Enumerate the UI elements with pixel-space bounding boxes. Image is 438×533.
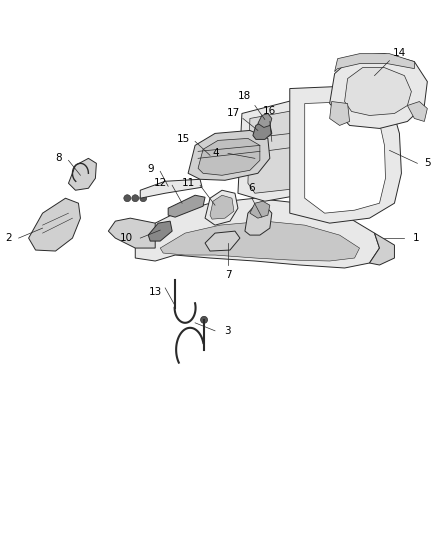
Polygon shape — [188, 131, 270, 180]
Circle shape — [352, 81, 357, 86]
Text: 3: 3 — [224, 326, 230, 336]
Polygon shape — [245, 205, 272, 235]
Circle shape — [321, 100, 325, 103]
Polygon shape — [140, 179, 202, 198]
Circle shape — [339, 100, 343, 103]
Polygon shape — [330, 101, 350, 125]
Circle shape — [201, 317, 208, 324]
Circle shape — [403, 84, 413, 94]
Circle shape — [259, 126, 267, 134]
Polygon shape — [290, 86, 401, 223]
Text: 13: 13 — [148, 287, 162, 297]
Polygon shape — [198, 139, 260, 175]
Circle shape — [309, 100, 313, 103]
Circle shape — [405, 86, 410, 91]
Polygon shape — [205, 231, 240, 251]
Polygon shape — [335, 54, 414, 71]
Text: 6: 6 — [249, 183, 255, 193]
Text: 11: 11 — [181, 178, 195, 188]
Circle shape — [332, 100, 337, 103]
Circle shape — [303, 100, 307, 103]
Polygon shape — [205, 190, 238, 225]
Text: 1: 1 — [413, 233, 420, 243]
Circle shape — [132, 195, 139, 201]
Text: 7: 7 — [225, 270, 231, 280]
Polygon shape — [250, 201, 270, 218]
Text: 4: 4 — [213, 148, 219, 158]
Polygon shape — [148, 221, 172, 241]
Text: 9: 9 — [147, 164, 154, 174]
Polygon shape — [258, 114, 272, 127]
Text: 2: 2 — [5, 233, 12, 243]
Text: 12: 12 — [154, 178, 167, 188]
Polygon shape — [370, 233, 395, 265]
Circle shape — [124, 195, 131, 201]
Circle shape — [379, 63, 389, 74]
Text: 5: 5 — [424, 158, 431, 168]
Text: 18: 18 — [238, 91, 251, 101]
Text: 8: 8 — [55, 154, 62, 163]
Polygon shape — [345, 68, 411, 116]
Circle shape — [345, 100, 349, 103]
Polygon shape — [253, 122, 272, 140]
Polygon shape — [238, 99, 318, 201]
Text: 15: 15 — [177, 134, 190, 144]
Polygon shape — [248, 109, 308, 193]
Text: 17: 17 — [226, 109, 240, 118]
Polygon shape — [28, 198, 81, 251]
Polygon shape — [407, 101, 427, 122]
Circle shape — [314, 100, 319, 103]
Circle shape — [350, 100, 355, 103]
Circle shape — [357, 100, 360, 103]
Polygon shape — [108, 218, 155, 248]
Polygon shape — [330, 54, 427, 128]
Polygon shape — [68, 158, 96, 190]
Polygon shape — [168, 195, 205, 217]
Circle shape — [350, 78, 360, 88]
Polygon shape — [160, 221, 360, 261]
Text: 16: 16 — [263, 107, 276, 117]
Text: 14: 14 — [393, 47, 406, 58]
Polygon shape — [305, 101, 385, 213]
Polygon shape — [210, 195, 234, 219]
Circle shape — [327, 100, 331, 103]
Circle shape — [382, 66, 387, 71]
Polygon shape — [135, 198, 379, 268]
Text: 10: 10 — [120, 233, 133, 243]
Circle shape — [140, 195, 147, 201]
